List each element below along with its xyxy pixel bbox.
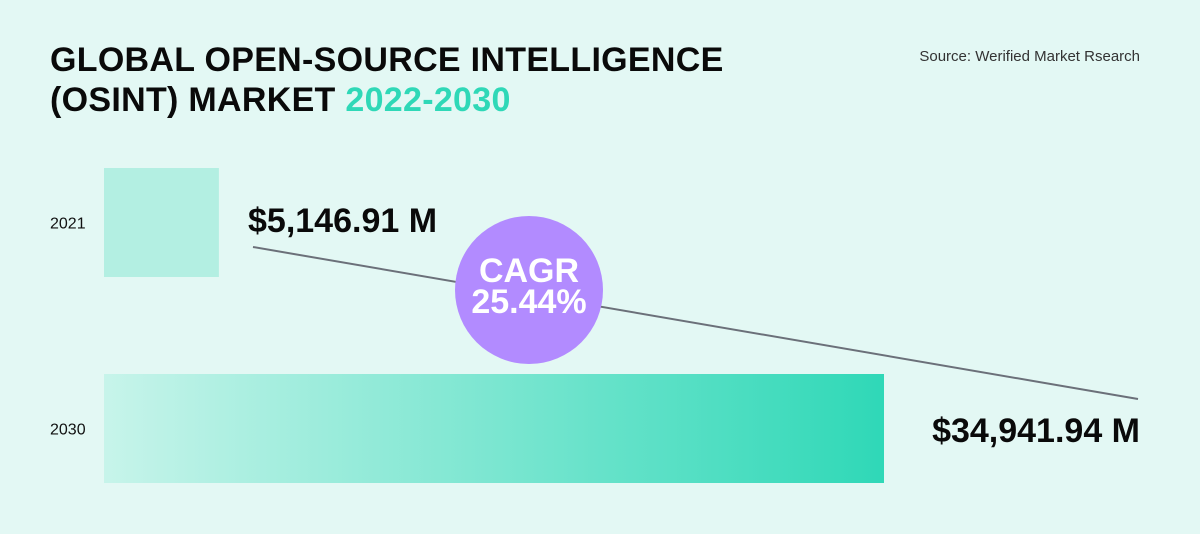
title-line-1: GLOBAL OPEN-SOURCE INTELLIGENCE <box>50 41 724 79</box>
value-label-2021: $5,146.91 M <box>248 202 437 240</box>
chart-title: GLOBAL OPEN-SOURCE INTELLIGENCE (OSINT) … <box>50 40 724 120</box>
cagr-badge <box>455 216 603 364</box>
bar-2030 <box>104 374 884 483</box>
cagr-label: CAGR <box>479 252 579 290</box>
source-note: Source: Werified Market Rsearch <box>919 48 1140 65</box>
title-year-range: 2022-2030 <box>345 81 511 119</box>
title-line-2-prefix: (OSINT) MARKET <box>50 81 336 119</box>
trend-line <box>252 246 1139 400</box>
category-label-2021: 2021 <box>50 216 86 233</box>
value-label-2030: $34,941.94 M <box>932 412 1140 450</box>
cagr-value: 25.44% <box>471 283 586 321</box>
category-label-2030: 2030 <box>50 422 86 439</box>
bar-2021 <box>104 168 219 277</box>
